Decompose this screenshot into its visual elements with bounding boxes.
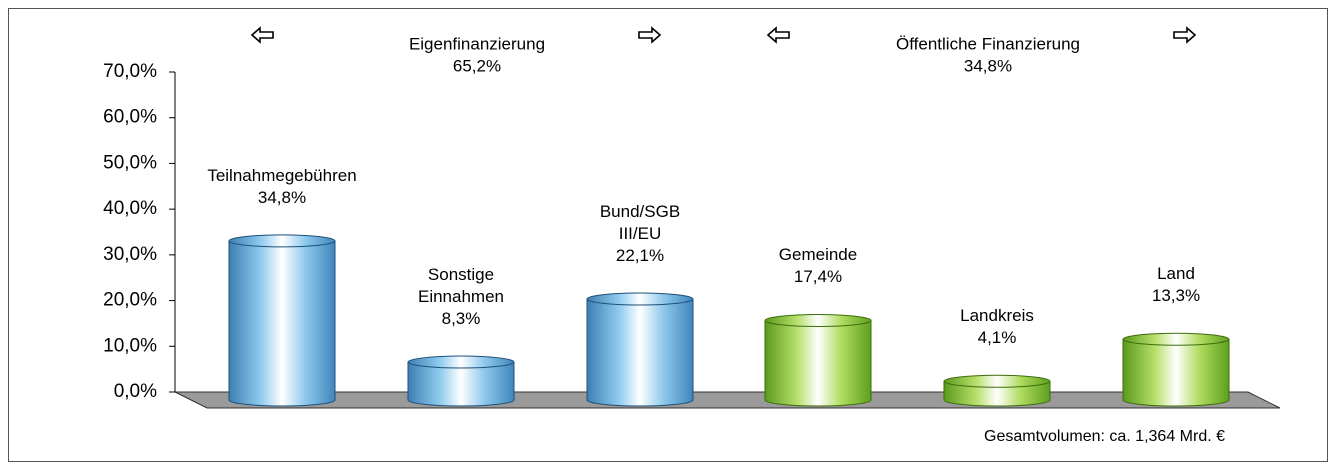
y-tick-label: 50,0% xyxy=(103,152,157,173)
value-label: 17,4% xyxy=(793,267,843,287)
bar xyxy=(1123,339,1229,400)
bar-label: Land 13,3% xyxy=(1116,263,1236,307)
y-tick-label: 40,0% xyxy=(103,198,157,219)
bar-top xyxy=(586,292,694,306)
value-label: 13,3% xyxy=(1151,286,1201,306)
bar-top xyxy=(1122,332,1230,346)
bar xyxy=(765,320,871,400)
arrow-right xyxy=(638,26,662,44)
arrow-left xyxy=(766,26,790,44)
annotation: 65,2% xyxy=(453,56,501,75)
y-tick-label: 60,0% xyxy=(103,107,157,128)
bar-label: Landkreis 4,1% xyxy=(937,305,1057,349)
arrow-left xyxy=(250,26,274,44)
category-label: Land xyxy=(1157,264,1195,284)
bar xyxy=(229,240,335,400)
floor xyxy=(174,391,1281,409)
value-label: 8,3% xyxy=(441,309,481,329)
bar-top xyxy=(407,355,515,369)
category-label: Landkreis xyxy=(960,306,1034,326)
value-label: 4,1% xyxy=(977,328,1017,348)
y-tick-label: 0,0% xyxy=(114,381,157,402)
category-label: Bund/SGB III/EU xyxy=(599,201,681,243)
arrows xyxy=(250,26,1197,44)
annotation: 34,8% xyxy=(964,56,1012,75)
y-tick-label: 20,0% xyxy=(103,290,157,311)
bar-label: Gemeinde 17,4% xyxy=(758,244,878,288)
bar-label: Bund/SGB III/EU 22,1% xyxy=(580,201,700,267)
bar-label: Teilnahmegebühren 34,8% xyxy=(207,165,356,209)
bar-top xyxy=(228,234,336,248)
y-tick-label: 10,0% xyxy=(103,335,157,356)
category-label: Sonstige Einnahmen xyxy=(417,265,504,307)
annotation: Eigenfinanzierung xyxy=(409,34,545,53)
annotation: Öffentliche Finanzierung xyxy=(896,34,1080,53)
bar xyxy=(587,298,693,400)
category-label: Gemeinde xyxy=(778,245,858,265)
bar-top xyxy=(764,313,872,327)
value-label: 22,1% xyxy=(615,245,665,265)
y-tick-label: 70,0% xyxy=(103,61,157,82)
frame xyxy=(8,8,1328,462)
arrow-right xyxy=(1173,26,1197,44)
annotation: Gesamtvolumen: ca. 1,364 Mrd. € xyxy=(984,428,1225,445)
category-label: Teilnahmegebühren xyxy=(207,165,357,185)
y-tick-label: 30,0% xyxy=(103,244,157,265)
bar-label: Sonstige Einnahmen 8,3% xyxy=(401,264,521,330)
value-label: 34,8% xyxy=(257,187,307,207)
bar-top xyxy=(943,374,1051,388)
